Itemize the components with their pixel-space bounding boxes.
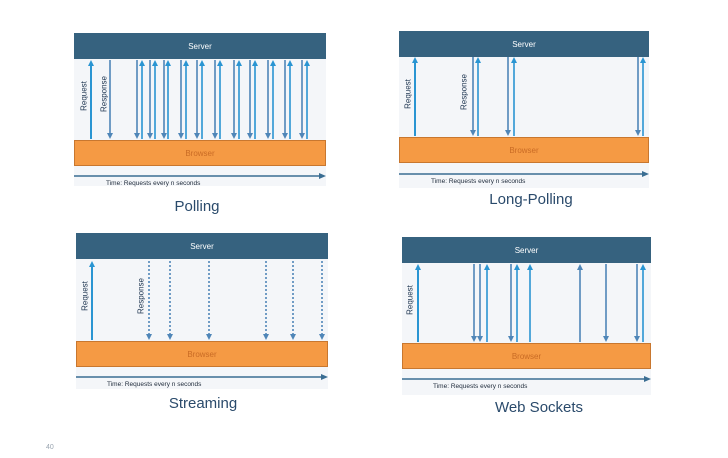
server-bar: Server <box>76 233 328 259</box>
request-arrowhead <box>527 264 533 270</box>
request-arrowhead <box>217 60 223 66</box>
request-arrowhead <box>287 60 293 66</box>
request-arrowhead <box>304 60 310 66</box>
response-arrowhead <box>107 133 113 139</box>
response-arrowhead <box>470 130 476 136</box>
request-arrowhead <box>152 60 158 66</box>
response-arrowhead <box>282 133 288 139</box>
timeline-arrowhead <box>642 171 649 177</box>
panel-background <box>399 55 649 188</box>
server-bar: Server <box>402 237 651 263</box>
request-arrowhead <box>139 60 145 66</box>
request-arrowhead <box>640 57 646 63</box>
response-arrowhead <box>178 133 184 139</box>
request-arrowhead <box>270 60 276 66</box>
response-arrowhead <box>634 336 640 342</box>
response-arrowhead <box>265 133 271 139</box>
response-arrowhead <box>147 133 153 139</box>
browser-bar: Browser <box>76 341 328 367</box>
request-arrowhead <box>475 57 481 63</box>
request-arrowhead <box>199 60 205 66</box>
timeline-arrowhead <box>319 173 326 179</box>
time-label: Time: Requests every n seconds <box>106 180 201 187</box>
page-number: 40 <box>46 444 54 451</box>
response-arrowhead <box>146 334 152 340</box>
response-arrowhead <box>603 336 609 342</box>
panel-title: Streaming <box>168 395 238 412</box>
response-arrowhead <box>263 334 269 340</box>
panel-background <box>402 262 651 395</box>
request-label: Request <box>405 285 415 315</box>
panel-title: Web Sockets <box>494 399 584 416</box>
request-arrowhead <box>236 60 242 66</box>
response-arrowhead <box>206 334 212 340</box>
response-arrowhead <box>635 130 641 136</box>
response-arrowhead <box>505 130 511 136</box>
request-arrowhead <box>412 57 418 63</box>
server-bar: Server <box>74 33 326 59</box>
browser-bar: Browser <box>74 140 326 166</box>
response-arrowhead <box>508 336 514 342</box>
timeline-arrowhead <box>644 376 651 382</box>
request-arrowhead <box>640 264 646 270</box>
panel-title: Long-Polling <box>489 191 573 208</box>
browser-bar: Browser <box>402 343 651 369</box>
response-arrowhead <box>134 133 140 139</box>
request-arrowhead <box>88 60 94 66</box>
browser-bar: Browser <box>399 137 649 163</box>
response-arrowhead <box>319 334 325 340</box>
response-arrowhead <box>167 334 173 340</box>
response-arrowhead <box>212 133 218 139</box>
response-arrowhead <box>161 133 167 139</box>
timeline-arrowhead <box>321 374 328 380</box>
request-arrowhead <box>577 264 583 270</box>
request-arrowhead <box>252 60 258 66</box>
response-arrowhead <box>477 336 483 342</box>
time-label: Time: Requests every n seconds <box>107 381 202 388</box>
request-arrowhead <box>514 264 520 270</box>
panel-title: Polling <box>174 198 220 215</box>
request-arrowhead <box>183 60 189 66</box>
time-label: Time: Requests every n seconds <box>433 383 528 390</box>
response-arrowhead <box>231 133 237 139</box>
time-label: Time: Requests every n seconds <box>431 178 526 185</box>
request-arrowhead <box>89 261 95 267</box>
request-arrowhead <box>484 264 490 270</box>
response-arrowhead <box>194 133 200 139</box>
request-arrowhead <box>415 264 421 270</box>
response-arrowhead <box>299 133 305 139</box>
request-arrowhead <box>511 57 517 63</box>
panel-background <box>76 259 328 389</box>
request-arrowhead <box>165 60 171 66</box>
server-bar: Server <box>399 31 649 57</box>
response-arrowhead <box>247 133 253 139</box>
response-arrowhead <box>290 334 296 340</box>
response-arrowhead <box>471 336 477 342</box>
